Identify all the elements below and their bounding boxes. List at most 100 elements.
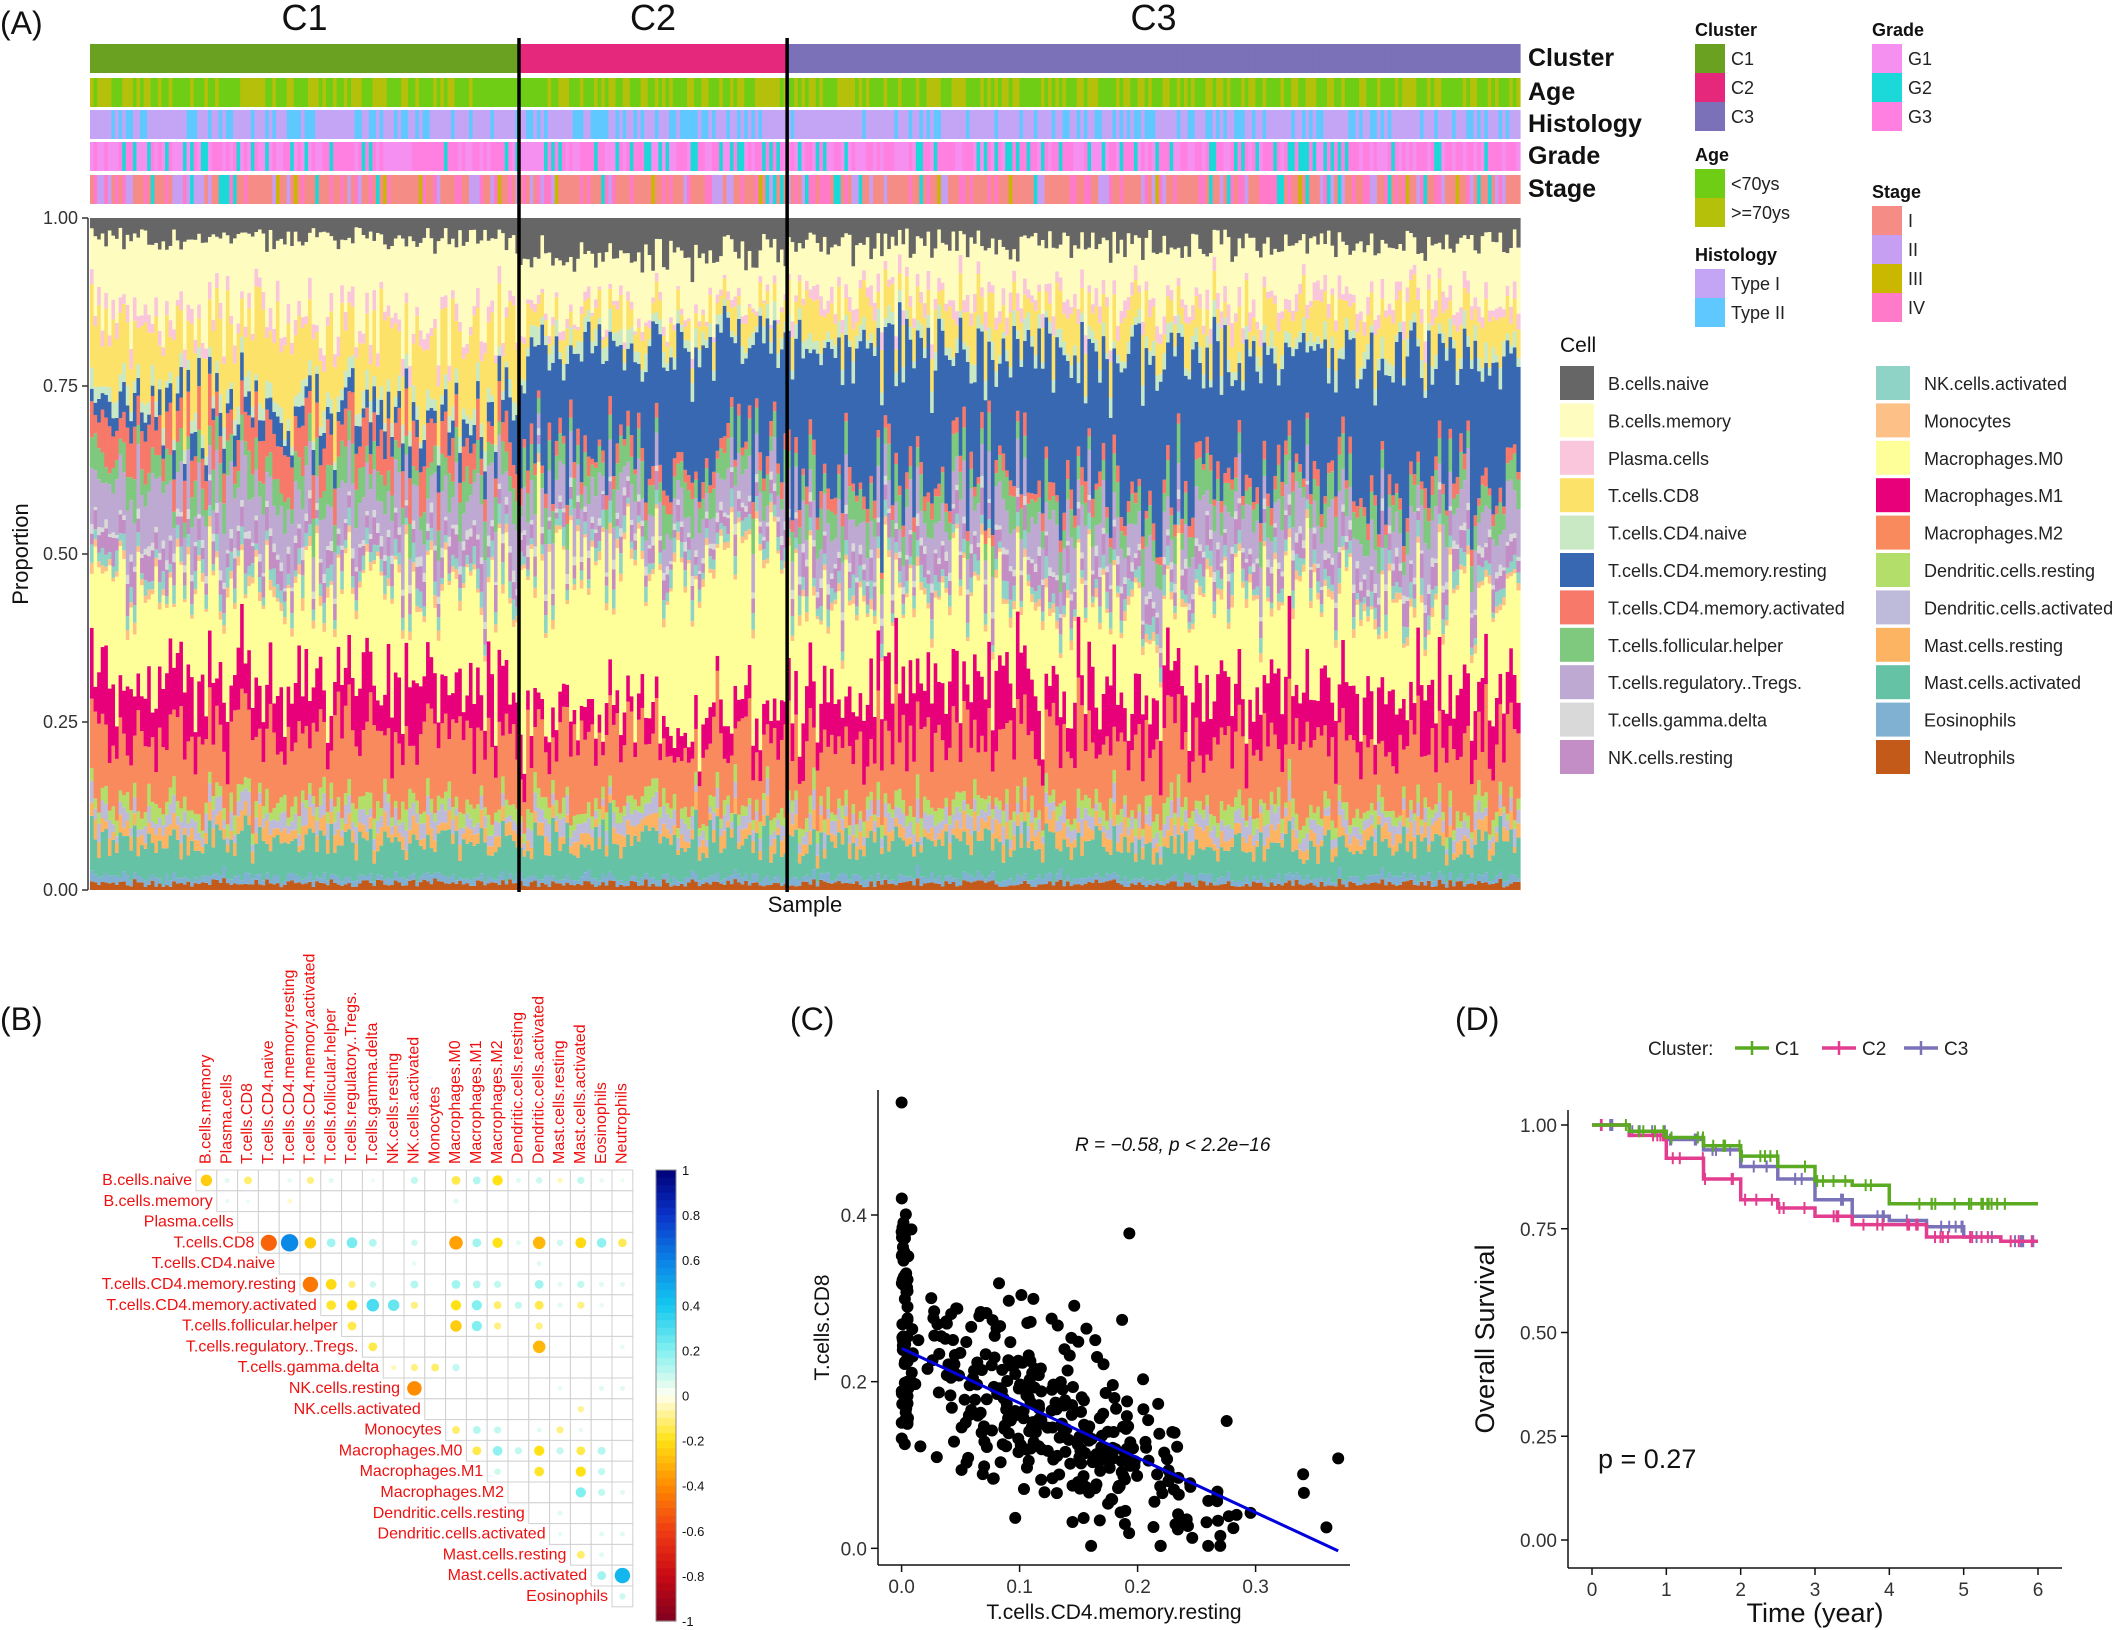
- bar-segment: [329, 541, 334, 551]
- bar-segment: [336, 797, 341, 812]
- bar-segment: [801, 723, 806, 781]
- bar-segment: [887, 730, 892, 804]
- bar-segment: [797, 853, 803, 864]
- bar-segment: [186, 436, 191, 450]
- bar-segment: [290, 591, 295, 614]
- bar-segment: [640, 525, 645, 537]
- bar-segment: [247, 650, 252, 710]
- bar-segment: [808, 642, 813, 708]
- bar-segment: [154, 297, 159, 317]
- bar-segment: [569, 326, 574, 346]
- bar-segment: [737, 498, 742, 512]
- bar-segment: [354, 227, 359, 348]
- bar-segment: [93, 470, 98, 507]
- bar-segment: [844, 421, 849, 455]
- bar-segment: [769, 451, 774, 472]
- bar-segment: [100, 831, 105, 877]
- bar-segment: [772, 283, 777, 302]
- bar-segment: [558, 460, 563, 496]
- bar-segment: [726, 827, 731, 876]
- bar-segment: [468, 571, 474, 576]
- bar-segment: [840, 237, 845, 320]
- bar-segment: [726, 541, 731, 548]
- bar-segment: [140, 834, 145, 846]
- bar-segment: [247, 873, 252, 885]
- bar-segment: [300, 405, 306, 426]
- bar-segment: [683, 517, 688, 542]
- bar-segment: [368, 792, 374, 809]
- bar-segment: [157, 559, 163, 583]
- bar-segment: [615, 443, 620, 464]
- bar-segment: [858, 554, 863, 566]
- bar-segment: [376, 446, 381, 472]
- bar-segment: [837, 499, 842, 552]
- bar-segment: [808, 218, 813, 233]
- bar-segment: [182, 349, 188, 368]
- bar-segment: [751, 840, 756, 853]
- bar-segment: [805, 686, 810, 742]
- bar-segment: [365, 511, 370, 516]
- bar-segment: [812, 500, 817, 541]
- bar-segment: [104, 519, 109, 529]
- bar-segment: [115, 758, 120, 821]
- bar-segment: [315, 820, 320, 836]
- bar-segment: [140, 495, 145, 554]
- bar-segment: [544, 797, 549, 819]
- bar-segment: [243, 455, 248, 533]
- bar-segment: [322, 432, 327, 449]
- bar-segment: [379, 281, 384, 289]
- bar-segment: [712, 370, 717, 381]
- bar-segment: [297, 427, 302, 458]
- bar-segment: [426, 530, 431, 541]
- bar-segment: [279, 843, 284, 883]
- bar-segment: [790, 824, 795, 837]
- bar-segment: [601, 476, 606, 492]
- bar-segment: [436, 596, 441, 604]
- bar-segment: [830, 880, 835, 884]
- bar-segment: [215, 218, 220, 237]
- bar-segment: [586, 818, 592, 834]
- bar-segment: [897, 874, 903, 883]
- bar-segment: [622, 466, 627, 488]
- bar-segment: [822, 564, 828, 571]
- bar-segment: [243, 693, 248, 778]
- bar-segment: [111, 537, 116, 567]
- bar-segment: [218, 594, 223, 612]
- bar-segment: [629, 845, 634, 877]
- bar-segment: [283, 218, 288, 245]
- bar-segment: [819, 796, 824, 806]
- bar-segment: [311, 324, 316, 340]
- bar-segment: [669, 564, 674, 570]
- bar-segment: [697, 880, 702, 887]
- bar-segment: [622, 515, 627, 533]
- bar-segment: [508, 603, 513, 705]
- bar-segment: [658, 552, 663, 565]
- bar-segment: [812, 546, 817, 579]
- bar-segment: [533, 876, 538, 881]
- bar-segment: [812, 586, 817, 596]
- bar-segment: [247, 709, 252, 779]
- bar-segment: [132, 797, 138, 814]
- bar-segment: [687, 318, 692, 321]
- bar-segment: [544, 615, 549, 634]
- bar-segment: [858, 831, 863, 850]
- bar-segment: [897, 582, 903, 588]
- bar-segment: [376, 353, 381, 367]
- bar-segment: [193, 412, 198, 432]
- bar-segment: [769, 820, 774, 835]
- bar-segment: [182, 599, 188, 603]
- bar-segment: [579, 705, 584, 721]
- bar-segment: [883, 326, 888, 416]
- bar-segment: [447, 244, 452, 366]
- bar-segment: [186, 855, 191, 879]
- bar-segment: [308, 441, 313, 491]
- bar-segment: [729, 821, 735, 829]
- bar-segment: [443, 228, 449, 296]
- bar-segment: [93, 315, 98, 327]
- bar-segment: [812, 341, 817, 350]
- bar-segment: [429, 828, 434, 849]
- bar-segment: [454, 722, 459, 797]
- bar-segment: [897, 218, 903, 230]
- bar-segment: [679, 331, 685, 453]
- bar-segment: [633, 540, 638, 551]
